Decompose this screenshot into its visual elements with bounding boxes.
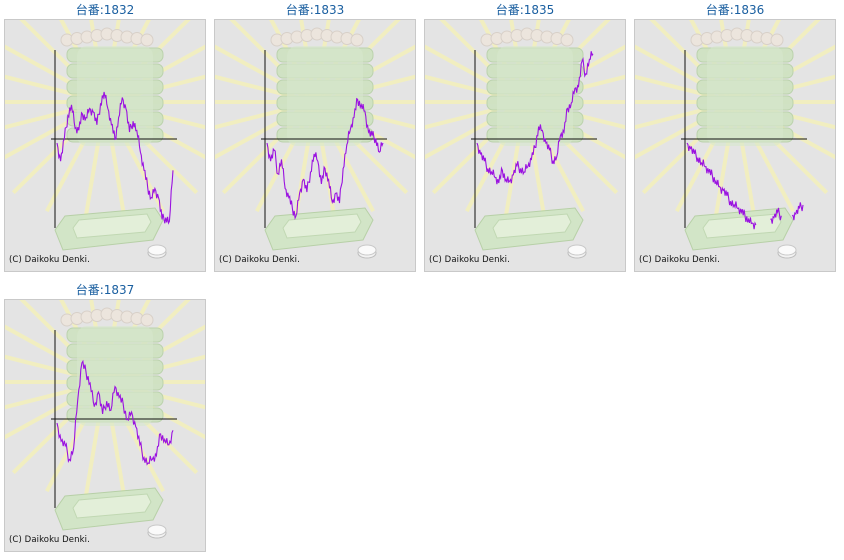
series-line: [791, 202, 804, 221]
graph-canvas: [215, 20, 415, 259]
slump-graph[interactable]: (C) Daikoku Denki.: [214, 19, 416, 272]
bottom-tray-inner: [282, 213, 362, 239]
bottom-tray-inner: [702, 213, 782, 239]
slump-graph[interactable]: (C) Daikoku Denki.: [4, 19, 206, 272]
background-artwork: [5, 300, 205, 539]
machine-number-link[interactable]: 台番:1836: [705, 3, 765, 17]
coin-decor: [147, 524, 167, 536]
decor-orb: [350, 33, 364, 47]
series-line: [476, 51, 594, 185]
slump-graph[interactable]: (C) Daikoku Denki.: [4, 299, 206, 552]
machine-number-link[interactable]: 台番:1835: [495, 3, 555, 17]
machine-number-link[interactable]: 台番:1832: [75, 3, 135, 17]
machine-card: 台番:1833 (C) Daikoku Denki.: [210, 0, 420, 275]
graph-canvas: [635, 20, 835, 259]
plot-area: [686, 142, 804, 230]
bottom-tray-inner: [72, 213, 152, 239]
series-line: [56, 91, 174, 225]
slump-graph[interactable]: (C) Daikoku Denki.: [424, 19, 626, 272]
bottom-tray-inner: [492, 213, 572, 239]
slump-graph[interactable]: (C) Daikoku Denki.: [634, 19, 836, 272]
copyright-label: (C) Daikoku Denki.: [429, 255, 510, 265]
series-line: [686, 142, 757, 230]
tray-body: [497, 46, 573, 146]
coin-decor: [777, 244, 797, 256]
series-line: [770, 207, 782, 224]
tray-body: [77, 46, 153, 146]
background-artwork: [425, 20, 625, 259]
copyright-label: (C) Daikoku Denki.: [639, 255, 720, 265]
machine-card: 台番:1835 (C) Daikoku Denki.: [420, 0, 630, 275]
copyright-label: (C) Daikoku Denki.: [219, 255, 300, 265]
machine-card: 台番:1836 (C) Daikoku Denki.: [630, 0, 840, 275]
plot-area: [56, 359, 174, 466]
background-artwork: [635, 20, 835, 259]
copyright-label: (C) Daikoku Denki.: [9, 535, 90, 545]
plot-area: [56, 91, 174, 225]
machine-number-link[interactable]: 台番:1837: [75, 283, 135, 297]
series-line: [56, 359, 174, 466]
tray-body: [287, 46, 363, 146]
graph-canvas: [5, 300, 205, 539]
graph-canvas: [425, 20, 625, 259]
coin-decor: [357, 244, 377, 256]
machine-card: 台番:1832 (C) Daikoku Denki.: [0, 0, 210, 275]
decor-orb: [140, 33, 154, 47]
plot-area: [266, 97, 384, 220]
decor-orb: [770, 33, 784, 47]
decor-orb: [140, 313, 154, 327]
decor-orb: [560, 33, 574, 47]
graph-canvas: [5, 20, 205, 259]
coin-decor: [147, 244, 167, 256]
tray-body: [77, 326, 153, 426]
series-line: [266, 97, 384, 220]
plot-area: [476, 51, 594, 185]
tray-body: [707, 46, 783, 146]
machine-card: 台番:1837 (C) Daikoku Denki.: [0, 280, 210, 555]
copyright-label: (C) Daikoku Denki.: [9, 255, 90, 265]
bottom-tray-inner: [72, 493, 152, 519]
background-artwork: [215, 20, 415, 259]
coin-decor: [567, 244, 587, 256]
machine-number-link[interactable]: 台番:1833: [285, 3, 345, 17]
